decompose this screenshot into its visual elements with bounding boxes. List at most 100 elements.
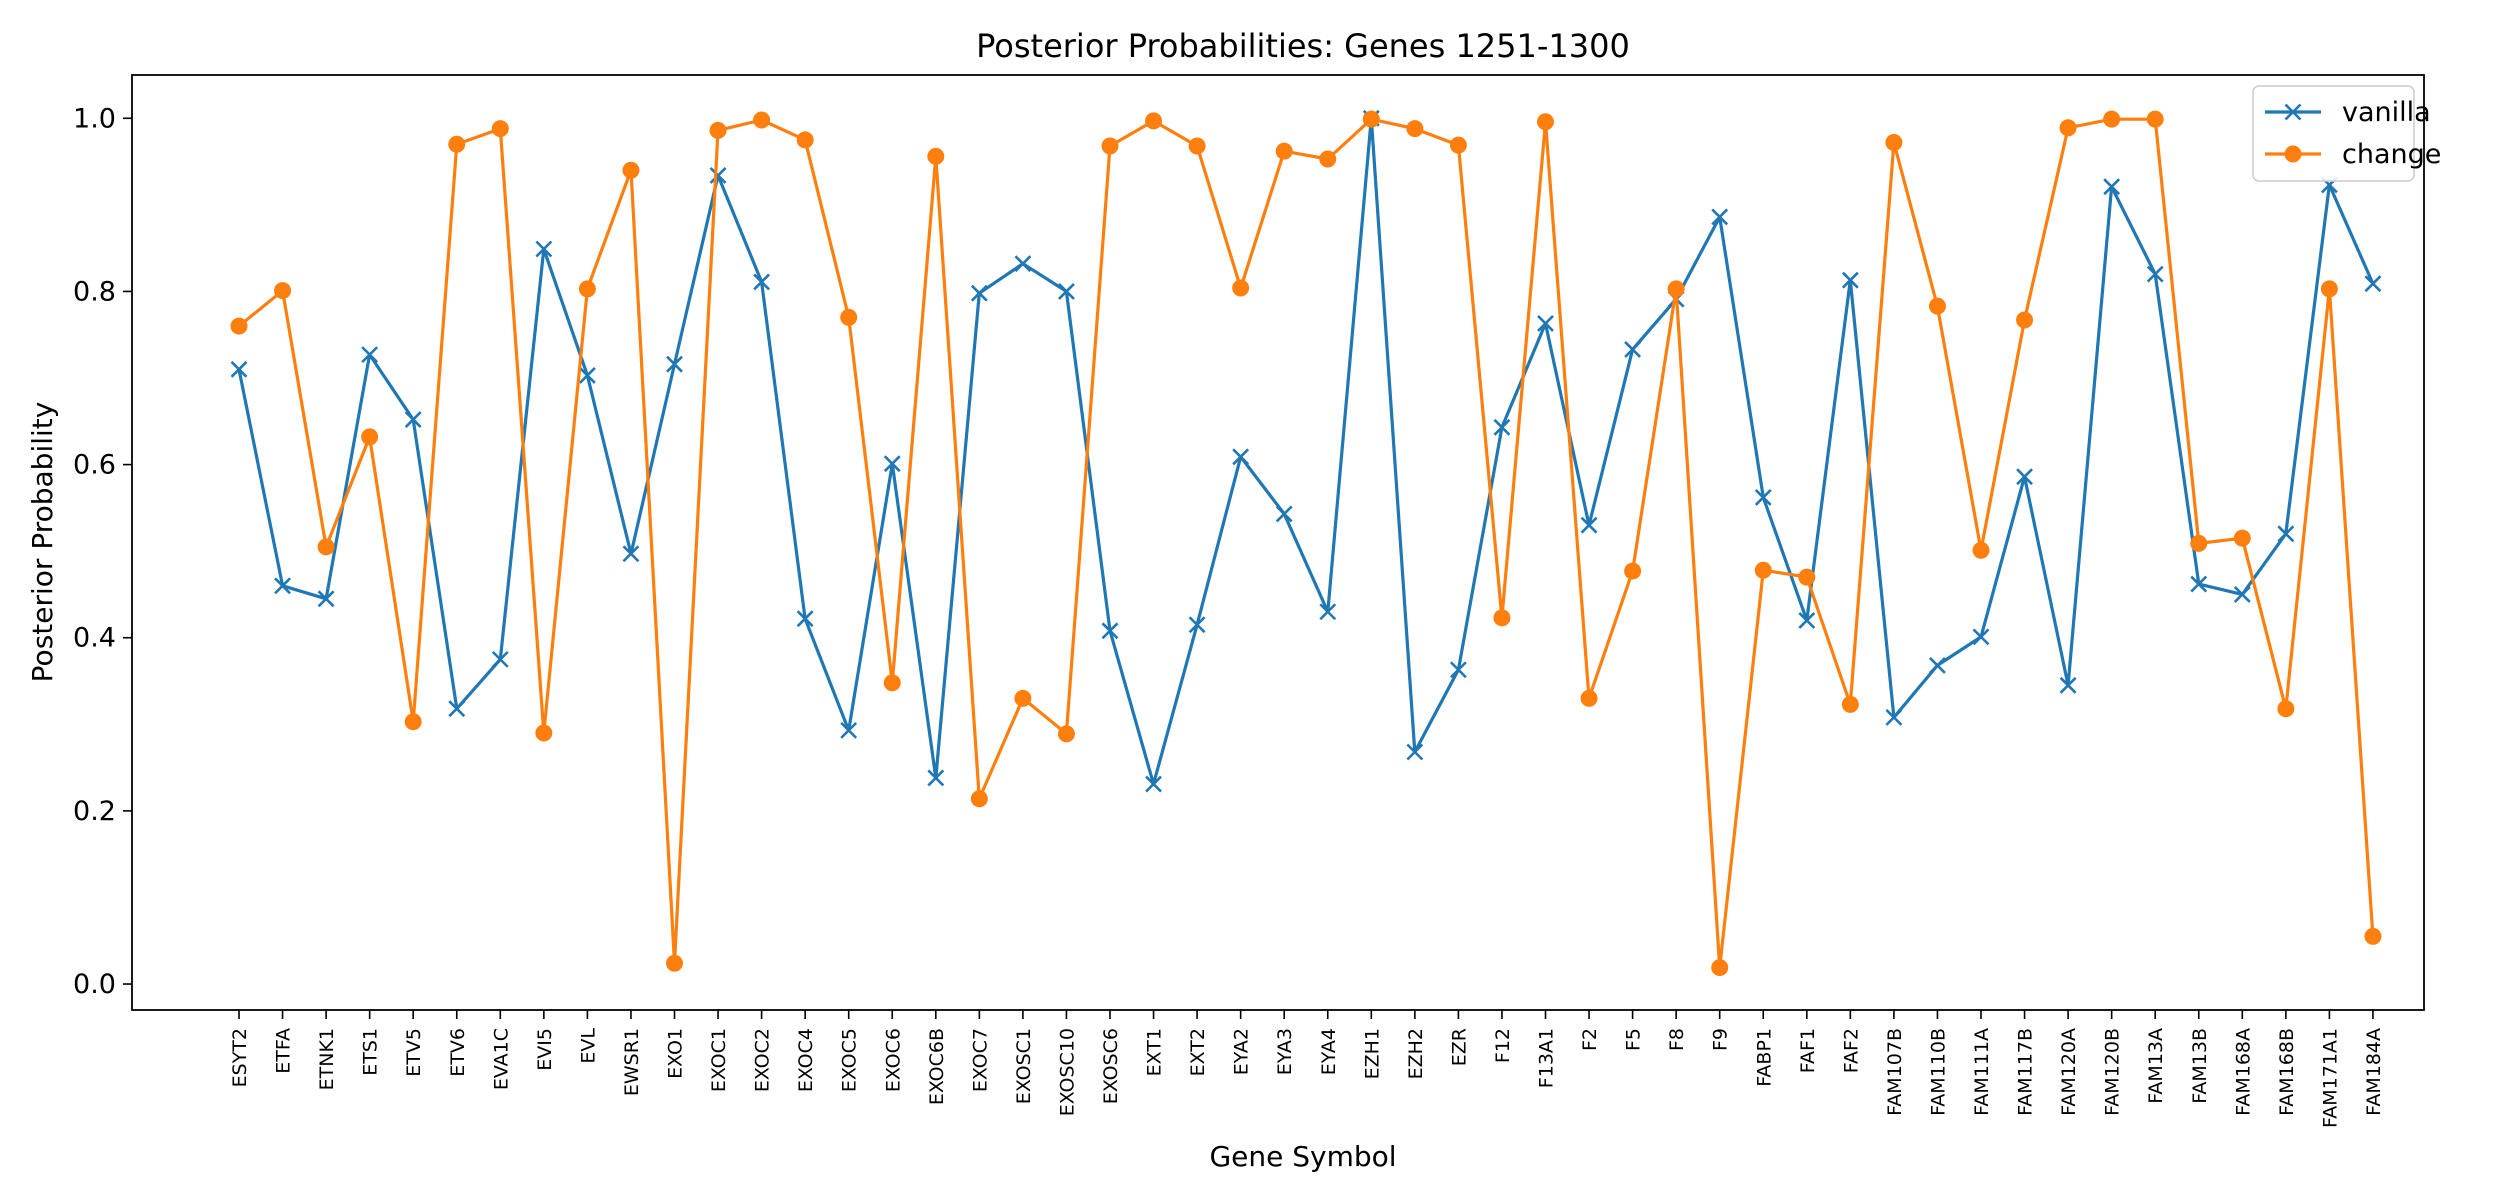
data-point-vanilla <box>2233 586 2251 603</box>
data-point-vanilla <box>230 360 248 378</box>
data-point-change <box>2233 529 2251 547</box>
series-line-change <box>237 117 2375 970</box>
x-axis: ESYT2 ETFA ETNK1 ETS1 ETV5 ETV6 EVA1C EVI5 EVL EW… <box>229 1010 2385 1128</box>
chart-title: Posterior Probabilities: Genes 1251-1300 <box>976 27 1630 65</box>
data-point-vanilla <box>535 240 553 258</box>
legend-marker-change <box>2284 145 2302 163</box>
data-point-change <box>2190 534 2208 552</box>
x-tick-label: ETS1 <box>360 1028 382 1076</box>
x-tick-label: EYA3 <box>1274 1028 1296 1075</box>
x-tick-label: ETV5 <box>403 1028 425 1077</box>
x-tick-label: FAM171A1 <box>2319 1028 2341 1128</box>
data-point-change <box>1754 561 1772 579</box>
data-point-vanilla <box>1754 489 1772 506</box>
data-point-change <box>970 790 988 808</box>
x-tick-label: F13A1 <box>1536 1028 1558 1088</box>
x-tick-label: FAM111A <box>1971 1028 1993 1116</box>
data-point-change <box>709 121 727 139</box>
data-point-change <box>1798 568 1816 586</box>
data-point-vanilla <box>883 455 901 473</box>
data-point-vanilla <box>1232 448 1250 466</box>
data-point-vanilla <box>1058 283 1075 300</box>
data-point-change <box>883 674 901 692</box>
x-tick-label: F12 <box>1492 1028 1514 1063</box>
data-point-vanilla <box>2277 525 2295 543</box>
data-point-change <box>1319 150 1337 168</box>
data-point-change <box>2059 119 2077 137</box>
data-point-vanilla <box>1798 611 1816 629</box>
series-layer <box>230 109 2382 977</box>
y-tick-label: 0.4 <box>73 623 116 654</box>
x-tick-label: F9 <box>1710 1028 1732 1051</box>
data-point-change <box>1841 695 1859 713</box>
data-point-change <box>1057 725 1075 743</box>
x-tick-label: FAM13B <box>2189 1028 2211 1104</box>
x-tick-label: EXOC5 <box>839 1028 861 1092</box>
legend: vanilla change <box>2252 85 2441 182</box>
data-point-change <box>840 308 858 326</box>
data-point-change <box>404 713 422 731</box>
data-point-change <box>1711 959 1729 977</box>
data-point-change <box>753 111 771 129</box>
data-point-vanilla <box>927 769 945 787</box>
data-point-vanilla <box>361 346 379 364</box>
data-point-change <box>622 161 640 179</box>
data-point-change <box>491 120 509 138</box>
x-tick-label: ETV6 <box>447 1028 469 1077</box>
plot-area-frame <box>131 74 2425 1011</box>
data-point-change <box>230 317 248 335</box>
data-point-vanilla <box>1145 775 1162 793</box>
data-point-change <box>1928 297 1946 315</box>
data-point-change <box>274 282 292 300</box>
data-point-vanilla <box>2146 265 2164 283</box>
data-point-vanilla <box>2364 275 2382 293</box>
x-tick-label: EXOC7 <box>969 1028 991 1092</box>
data-point-change <box>361 428 379 446</box>
data-point-vanilla <box>2190 575 2208 593</box>
data-point-vanilla <box>1014 255 1032 273</box>
x-tick-label: EXT1 <box>1144 1028 1166 1076</box>
x-tick-label: EXOSC6 <box>1100 1028 1122 1104</box>
data-point-change <box>448 135 466 153</box>
data-point-change <box>1885 134 1903 152</box>
x-tick-label: EVI5 <box>534 1028 556 1071</box>
data-point-change <box>535 724 553 742</box>
legend-label-change: change <box>2342 139 2441 170</box>
y-axis-label: Posterior Probability <box>26 402 59 683</box>
data-point-vanilla <box>1537 315 1554 332</box>
data-point-change <box>1014 689 1032 707</box>
data-point-vanilla <box>1929 657 1946 674</box>
data-point-change <box>2103 110 2121 128</box>
y-axis: 0.0 0.2 0.4 0.6 0.8 1.0 <box>73 103 132 1000</box>
data-point-change <box>1275 142 1293 160</box>
data-point-change <box>796 131 814 149</box>
data-point-vanilla <box>709 167 727 184</box>
data-point-vanilla <box>491 650 509 668</box>
x-tick-label: EXO1 <box>665 1028 687 1079</box>
x-tick-label: EXOC1 <box>708 1028 730 1092</box>
x-tick-label: FAM120B <box>2102 1028 2124 1116</box>
x-tick-label: EXOC6 <box>882 1028 904 1092</box>
series-change <box>230 110 2382 977</box>
data-point-vanilla <box>1101 622 1119 640</box>
data-point-change <box>666 954 683 972</box>
x-tick-label: EYA2 <box>1231 1028 1253 1075</box>
x-tick-label: F5 <box>1623 1028 1645 1051</box>
series-vanilla <box>230 109 2382 793</box>
x-tick-label: EVL <box>577 1028 599 1064</box>
x-tick-label: F8 <box>1666 1028 1688 1051</box>
x-tick-label: FAM184A <box>2363 1028 2385 1116</box>
data-point-vanilla <box>1188 616 1206 634</box>
data-point-change <box>2320 280 2338 298</box>
x-tick-label: EYA4 <box>1318 1028 1340 1075</box>
x-tick-label: FABP1 <box>1753 1028 1775 1087</box>
data-point-change <box>317 538 335 556</box>
legend-item-vanilla: vanilla <box>2265 97 2431 128</box>
data-point-vanilla <box>578 366 596 384</box>
data-point-vanilla <box>274 577 291 595</box>
x-tick-label: EXT2 <box>1187 1028 1209 1076</box>
data-point-vanilla <box>404 411 422 428</box>
x-tick-label: EXOSC1 <box>1013 1028 1035 1104</box>
data-point-vanilla <box>1406 743 1424 761</box>
data-point-vanilla <box>1319 603 1337 621</box>
